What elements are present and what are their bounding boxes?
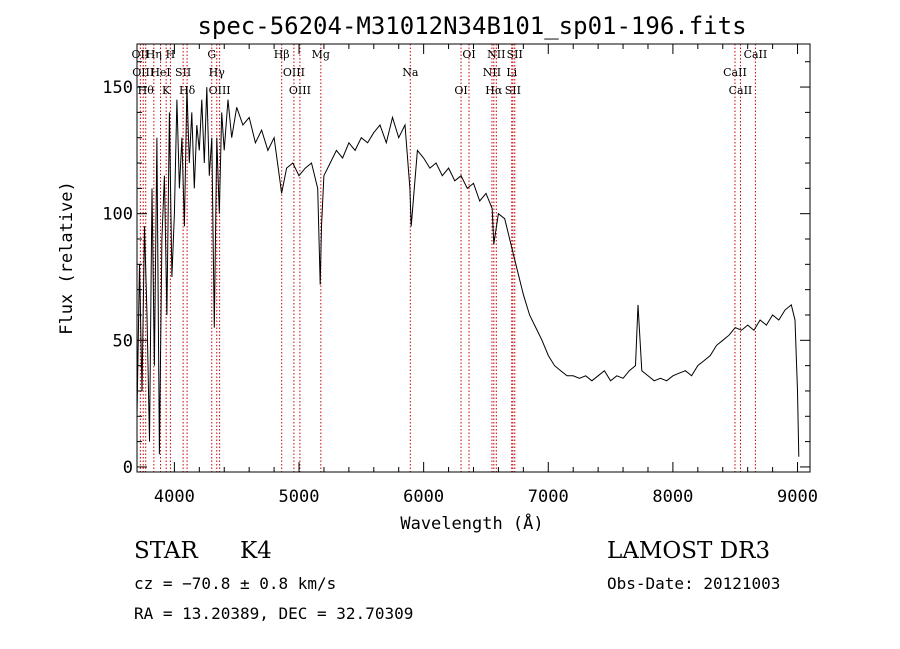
line-marker-label: CaII	[723, 66, 747, 79]
line-marker-label: NII	[487, 48, 505, 61]
x-tick-label: 4000	[154, 487, 195, 507]
line-marker-label: NII	[483, 66, 501, 79]
x-tick-label: 6000	[403, 487, 444, 507]
line-marker-label: Hη	[146, 48, 162, 61]
y-tick-label: 50	[113, 331, 133, 351]
line-marker-label: H	[166, 48, 176, 61]
survey-name: LAMOST DR3	[607, 538, 771, 564]
object-class: STAR	[134, 538, 198, 564]
x-axis-label: Wavelength (Å)	[400, 512, 543, 534]
line-marker-label-layer: OIIOIIIHθHηHeIKHSIIHδGHγOIIIHβOIIIOIIIMg…	[132, 48, 768, 97]
line-marker-label: OIII	[209, 84, 231, 97]
line-marker-label: Li	[506, 66, 517, 79]
line-marker-label: HeI	[150, 66, 170, 79]
y-tick-label: 0	[123, 458, 133, 478]
line-marker-label: CaII	[729, 84, 753, 97]
spectrum-line	[136, 87, 800, 457]
line-marker-label: OI	[454, 84, 467, 97]
axis-ticks	[137, 44, 810, 472]
redshift-cz: cz = −70.8 ± 0.8 km/s	[134, 574, 337, 593]
axis-tick-labels: 4000 5000 6000 7000 8000 9000 0 50 100 150	[102, 78, 818, 507]
line-marker-label: Hβ	[274, 48, 290, 61]
observation-date: Obs-Date: 20121003	[607, 574, 781, 593]
line-marker-label: Na	[402, 66, 419, 79]
line-marker-label: Hα	[485, 84, 503, 97]
y-tick-label: 150	[102, 78, 133, 98]
x-tick-label: 7000	[528, 487, 569, 507]
line-marker-label: OIII	[289, 84, 311, 97]
line-marker-label: Mg	[312, 48, 330, 61]
line-marker-label: K	[162, 84, 171, 97]
ra-dec-coordinates: RA = 13.20389, DEC = 32.70309	[134, 604, 414, 623]
object-subclass: K4	[240, 538, 272, 564]
chart-title: spec-56204-M31012N34B101_sp01-196.fits	[197, 12, 746, 40]
line-marker-label: OIII	[132, 66, 154, 79]
line-marker-label: SII	[175, 66, 191, 79]
line-marker-label: SII	[507, 48, 523, 61]
line-marker-label: OI	[462, 48, 475, 61]
line-marker-label: OII	[132, 48, 150, 61]
plot-frame	[136, 43, 811, 473]
line-marker-layer	[139, 44, 756, 472]
x-tick-label: 9000	[777, 487, 818, 507]
line-marker-label: Hθ	[138, 84, 155, 97]
x-tick-label: 8000	[652, 487, 693, 507]
line-marker-label: G	[207, 48, 216, 61]
line-marker-label: SII	[505, 84, 521, 97]
line-marker-label: CaII	[744, 48, 768, 61]
y-axis-label: Flux (relative)	[57, 181, 77, 335]
line-marker-label: OIII	[283, 66, 305, 79]
line-marker-label: Hγ	[209, 66, 226, 79]
y-tick-label: 100	[102, 205, 133, 225]
x-tick-label: 5000	[279, 487, 320, 507]
